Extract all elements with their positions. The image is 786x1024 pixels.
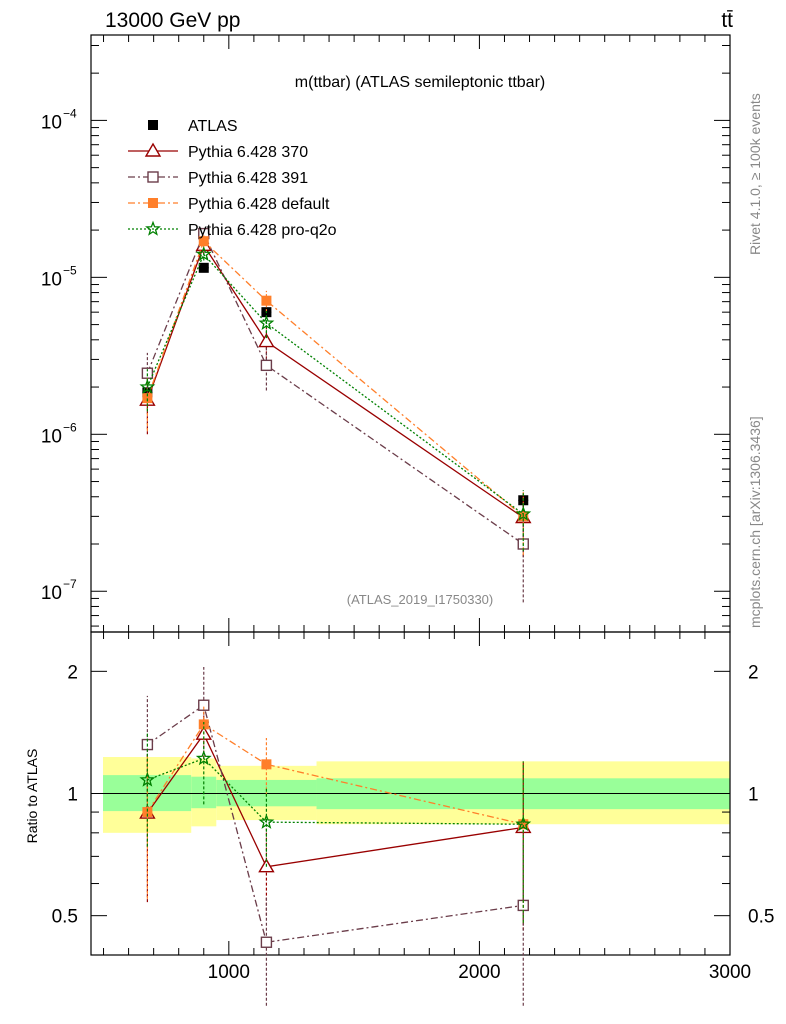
series-layer [139,227,532,1006]
main-point-4-1 [195,246,212,262]
ratio-point-1-2 [260,936,273,948]
main-plot-frame [90,34,731,633]
ratio-series-line-1 [147,704,524,943]
ratio-series-line-2 [146,723,524,825]
ratio-y-tick-label-left-1: 1 [67,785,78,806]
chart-title: m(ttbar) (ATLAS semileptonic ttbar) [295,74,545,91]
legend-entry-0: ATLAS [148,118,238,135]
main-series-line-1 [146,243,524,519]
main-y-tick-label-3: 10 [41,112,62,133]
ratio-point-3-0 [139,771,156,787]
legend-entry-1: Pythia 6.428 370 [128,142,308,161]
legend-marker-2 [147,171,159,183]
ratio-y-tick-label-left-0: 0.5 [52,907,78,928]
header-left-label: 13000 GeV pp [105,9,240,32]
main-point-4-0 [139,378,156,394]
main-point-2-2 [260,359,273,372]
main-y-tick-exp-3: −4 [63,106,77,120]
main-point-4-2 [258,314,275,331]
main-series-0 [142,262,529,508]
main-y-tick-label-0: 10 [41,583,62,604]
legend: ATLAS Pythia 6.428 370 Pythia 6.428 391 Pyt… [128,118,337,239]
main-point-4-3 [515,505,532,521]
text-layer: 13000 GeV pp tt̄ m(ttbar) (ATLAS semilep… [24,9,763,843]
header-right-label: tt̄ [721,9,733,32]
main-point-3-1 [198,236,209,247]
ratio-y-tick-label-left-2: 2 [67,662,78,683]
ratio-y-tick-label-right-0: 0.5 [748,907,774,928]
x-tick-label-0: 1000 [208,962,250,983]
main-series-line-2 [146,231,524,545]
main-y-tick-exp-1: −6 [63,420,77,434]
main-y-tick-exp-0: −7 [63,577,77,591]
legend-marker-0 [148,120,158,130]
main-series-4 [139,246,532,552]
legend-label-4: Pythia 6.428 pro-q2o [188,222,337,239]
main-y-tick-label-1: 10 [41,426,62,447]
main-series-line-3 [146,240,524,517]
ratio-series-line-0 [146,732,524,868]
ratio-y-axis-label: Ratio to ATLAS [24,749,40,844]
legend-label-2: Pythia 6.428 391 [188,170,308,187]
x-tick-label-2: 3000 [709,962,751,983]
ratio-y-tick-label-right-2: 2 [748,662,759,683]
ratio-series-3 [139,722,532,923]
ratio-point-3-2 [258,813,275,829]
axes-frames [90,34,731,956]
main-series-line-4 [146,253,524,515]
ratio-point-1-1 [198,699,210,711]
main-point-1-2 [258,333,275,348]
legend-marker-1 [144,142,162,157]
mcplots-side-label: mcplots.cern.ch [arXiv:1306.3436] [747,416,763,628]
ratio-point-2-2 [261,759,272,770]
main-point-0-1 [198,262,209,273]
legend-label-1: Pythia 6.428 370 [188,144,308,161]
legend-entry-4: Pythia 6.428 pro-q2o [128,220,337,239]
main-y-tick-exp-2: −5 [63,263,77,277]
legend-label-3: Pythia 6.428 default [188,196,330,213]
main-series-1 [139,236,532,558]
x-tick-label-1: 2000 [458,962,500,983]
main-series-2 [141,227,529,603]
main-y-tick-label-2: 10 [41,269,62,290]
legend-marker-4 [145,220,161,236]
legend-entry-2: Pythia 6.428 391 [128,170,308,187]
ratio-series-line-3 [147,757,524,825]
main-point-3-2 [261,295,272,306]
ratio-bands [103,757,730,833]
legend-entry-3: Pythia 6.428 default [128,196,330,213]
ratio-point-3-3 [515,815,532,831]
ratio-point-3-1 [195,750,212,766]
legend-label-0: ATLAS [188,118,238,135]
ratio-y-tick-label-right-1: 1 [748,785,759,806]
ratio-point-2-3 [518,819,529,830]
ratio-point-2-0 [142,807,153,818]
rivet-side-label: Rivet 4.1.0, ≥ 100k events [747,93,763,255]
legend-marker-3 [148,198,158,208]
main-point-3-0 [142,393,153,404]
analysis-watermark: (ATLAS_2019_I1750330) [347,592,493,607]
